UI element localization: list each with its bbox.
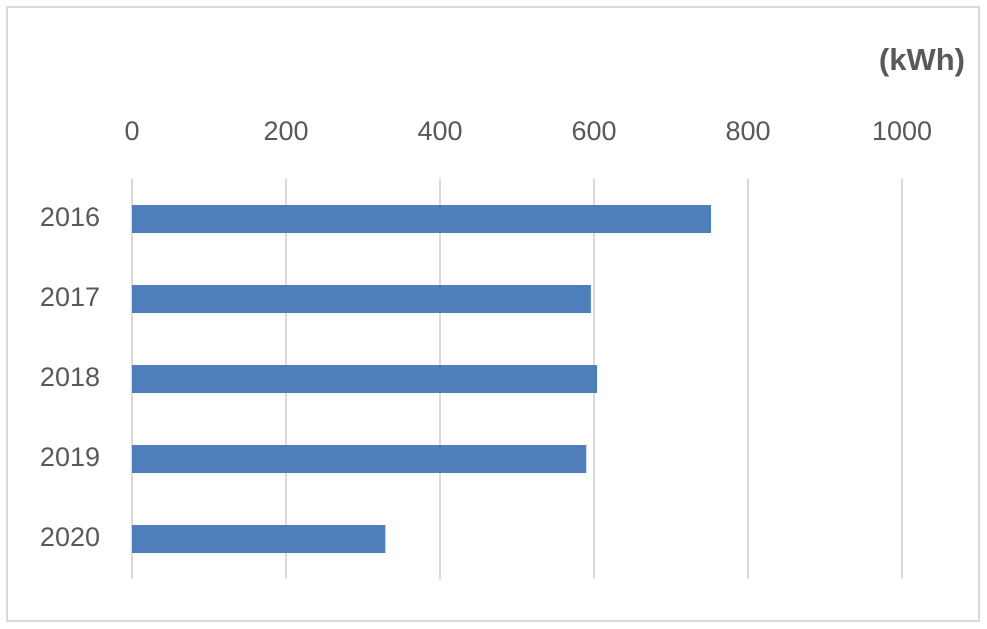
x-tick-label: 600: [571, 116, 616, 146]
bar: [132, 445, 587, 473]
bar: [132, 525, 386, 553]
y-tick-label: 2020: [40, 522, 100, 552]
x-tick-label: 400: [417, 116, 462, 146]
bar: [132, 205, 712, 233]
x-tick-label: 0: [124, 116, 139, 146]
y-tick-label: 2018: [40, 362, 100, 392]
x-tick-label: 200: [263, 116, 308, 146]
y-tick-label: 2019: [40, 442, 100, 472]
x-tick-label: 1000: [872, 116, 932, 146]
y-tick-label: 2016: [40, 202, 100, 232]
x-tick-label: 800: [725, 116, 770, 146]
axis-unit-label: (kWh): [879, 42, 965, 77]
chart-frame: [6, 6, 980, 622]
bar: [132, 365, 598, 393]
y-tick-label: 2017: [40, 282, 100, 312]
bar: [132, 285, 591, 313]
